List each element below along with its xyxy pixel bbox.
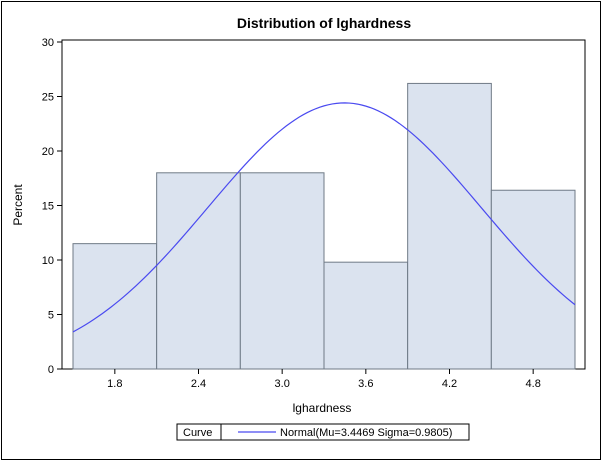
y-tick-label: 20 bbox=[42, 146, 54, 158]
y-axis: 0 5 10 15 20 25 30 bbox=[42, 37, 62, 376]
y-tick-label: 10 bbox=[42, 255, 54, 267]
chart-title: Distribution of lghardness bbox=[237, 15, 411, 31]
x-tick-label: 2.4 bbox=[191, 378, 206, 390]
y-tick-label: 25 bbox=[42, 92, 54, 104]
bars-group bbox=[72, 82, 576, 370]
y-tick-label: 0 bbox=[48, 364, 54, 376]
legend-box bbox=[176, 423, 470, 441]
normal-curve bbox=[72, 102, 576, 333]
histogram-bar bbox=[490, 189, 576, 370]
y-tick-label: 15 bbox=[42, 201, 54, 213]
x-axis-label: lghardness bbox=[293, 401, 352, 415]
y-tick-label: 30 bbox=[42, 37, 54, 49]
legend-title: Curve bbox=[183, 427, 212, 439]
x-tick-label: 1.8 bbox=[107, 378, 122, 390]
x-tick-label: 4.2 bbox=[442, 378, 457, 390]
histogram-bar bbox=[239, 172, 325, 370]
x-axis: 1.8 2.4 3.0 3.6 4.2 4.8 bbox=[107, 369, 541, 390]
x-tick-label: 3.0 bbox=[275, 378, 290, 390]
legend: Curve Normal(Mu=3.4469 Sigma=0.9805) bbox=[176, 423, 470, 441]
histogram-bar bbox=[407, 82, 492, 370]
y-axis-label: Percent bbox=[11, 184, 25, 226]
y-tick-label: 5 bbox=[48, 310, 54, 322]
histogram-bar bbox=[72, 243, 158, 370]
legend-entry: Normal(Mu=3.4469 Sigma=0.9805) bbox=[280, 427, 452, 439]
x-tick-label: 3.6 bbox=[358, 378, 373, 390]
histogram-bar bbox=[323, 261, 409, 370]
x-tick-label: 4.8 bbox=[526, 378, 541, 390]
histogram-bar bbox=[156, 172, 241, 370]
